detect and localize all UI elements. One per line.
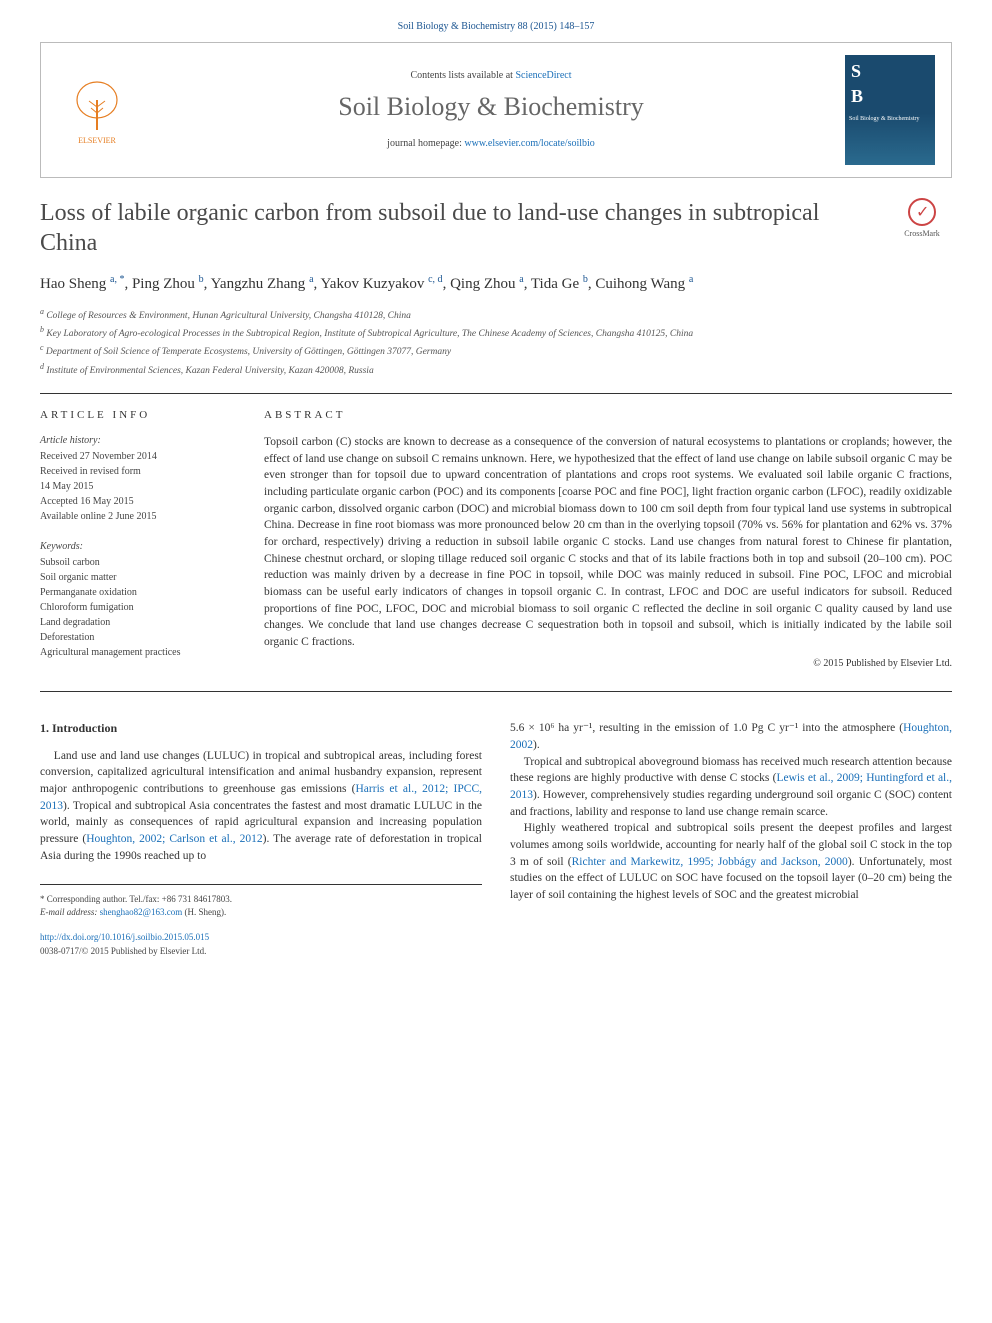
- author-list: Hao Sheng a, *, Ping Zhou b, Yangzhu Zha…: [40, 272, 952, 296]
- email-suffix: (H. Sheng).: [182, 907, 226, 917]
- keywords-label: Keywords:: [40, 540, 240, 554]
- journal-banner: ELSEVIER Contents lists available at Sci…: [40, 42, 952, 178]
- keyword-item: Chloroform fumigation: [40, 601, 240, 615]
- keyword-item: Agricultural management practices: [40, 646, 240, 660]
- history-item: Received 27 November 2014: [40, 450, 240, 464]
- history-item: Available online 2 June 2015: [40, 510, 240, 524]
- svg-text:ELSEVIER: ELSEVIER: [78, 136, 116, 145]
- contents-prefix: Contents lists available at: [410, 70, 515, 81]
- affiliation-item: a College of Resources & Environment, Hu…: [40, 306, 952, 323]
- crossmark-badge[interactable]: CrossMark: [892, 198, 952, 239]
- cover-abbrev: SB: [845, 55, 935, 113]
- keyword-item: Deforestation: [40, 631, 240, 645]
- intro-paragraph-1-cont: 5.6 × 10⁶ ha yr⁻¹, resulting in the emis…: [510, 720, 952, 753]
- reference-link[interactable]: Richter and Markewitz, 1995; Jobbágy and…: [572, 856, 848, 868]
- publisher-logo-wrap: ELSEVIER: [57, 75, 137, 145]
- corresponding-author-footnote: * Corresponding author. Tel./fax: +86 73…: [40, 884, 482, 919]
- abstract-heading: ABSTRACT: [264, 408, 952, 424]
- keyword-item: Permanganate oxidation: [40, 586, 240, 600]
- body-text: ).: [533, 739, 540, 751]
- cover-title: Soil Biology & Biochemistry: [845, 113, 935, 165]
- body-left-column: 1. Introduction Land use and land use ch…: [40, 720, 482, 957]
- doi-block: http://dx.doi.org/10.1016/j.soilbio.2015…: [40, 931, 482, 957]
- article-title: Loss of labile organic carbon from subso…: [40, 198, 872, 258]
- elsevier-tree-icon: ELSEVIER: [67, 75, 127, 145]
- affiliation-item: b Key Laboratory of Agro-ecological Proc…: [40, 324, 952, 341]
- article-info-column: ARTICLE INFO Article history: Received 2…: [40, 408, 240, 671]
- citation-line: Soil Biology & Biochemistry 88 (2015) 14…: [40, 20, 952, 34]
- email-label: E-mail address:: [40, 907, 100, 917]
- history-label: Article history:: [40, 434, 240, 448]
- history-item: Accepted 16 May 2015: [40, 495, 240, 509]
- sciencedirect-link[interactable]: ScienceDirect: [515, 70, 571, 81]
- body-text: ). However, comprehensively studies rega…: [510, 789, 952, 818]
- corresponding-label: * Corresponding author. Tel./fax: +86 73…: [40, 893, 482, 906]
- abstract-copyright: © 2015 Published by Elsevier Ltd.: [264, 657, 952, 672]
- crossmark-label: CrossMark: [904, 229, 940, 238]
- homepage-prefix: journal homepage:: [387, 138, 464, 149]
- affiliations-block: a College of Resources & Environment, Hu…: [40, 306, 952, 395]
- homepage-line: journal homepage: www.elsevier.com/locat…: [137, 137, 845, 151]
- intro-paragraph-1: Land use and land use changes (LULUC) in…: [40, 748, 482, 865]
- crossmark-icon: [908, 198, 936, 226]
- keyword-item: Land degradation: [40, 616, 240, 630]
- reference-link[interactable]: Houghton, 2002; Carlson et al., 2012: [86, 833, 262, 845]
- abstract-text: Topsoil carbon (C) stocks are known to d…: [264, 434, 952, 651]
- affiliation-item: d Institute of Environmental Sciences, K…: [40, 361, 952, 378]
- history-item: 14 May 2015: [40, 480, 240, 494]
- journal-name: Soil Biology & Biochemistry: [137, 89, 845, 125]
- history-item: Received in revised form: [40, 465, 240, 479]
- body-right-column: 5.6 × 10⁶ ha yr⁻¹, resulting in the emis…: [510, 720, 952, 957]
- banner-center: Contents lists available at ScienceDirec…: [137, 69, 845, 151]
- section-1-heading: 1. Introduction: [40, 720, 482, 737]
- keyword-item: Soil organic matter: [40, 571, 240, 585]
- intro-paragraph-2: Tropical and subtropical aboveground bio…: [510, 754, 952, 821]
- body-two-column: 1. Introduction Land use and land use ch…: [40, 720, 952, 957]
- intro-paragraph-3: Highly weathered tropical and subtropica…: [510, 820, 952, 903]
- contents-available-line: Contents lists available at ScienceDirec…: [137, 69, 845, 83]
- issn-copyright: 0038-0717/© 2015 Published by Elsevier L…: [40, 945, 482, 958]
- journal-cover-thumbnail: SB Soil Biology & Biochemistry: [845, 55, 935, 165]
- corresponding-email-link[interactable]: shenghao82@163.com: [100, 907, 183, 917]
- article-info-heading: ARTICLE INFO: [40, 408, 240, 423]
- keyword-item: Subsoil carbon: [40, 556, 240, 570]
- journal-homepage-link[interactable]: www.elsevier.com/locate/soilbio: [464, 138, 594, 149]
- affiliation-item: c Department of Soil Science of Temperat…: [40, 342, 952, 359]
- abstract-column: ABSTRACT Topsoil carbon (C) stocks are k…: [264, 408, 952, 671]
- doi-link[interactable]: http://dx.doi.org/10.1016/j.soilbio.2015…: [40, 932, 209, 942]
- body-text: 5.6 × 10⁶ ha yr⁻¹, resulting in the emis…: [510, 722, 903, 734]
